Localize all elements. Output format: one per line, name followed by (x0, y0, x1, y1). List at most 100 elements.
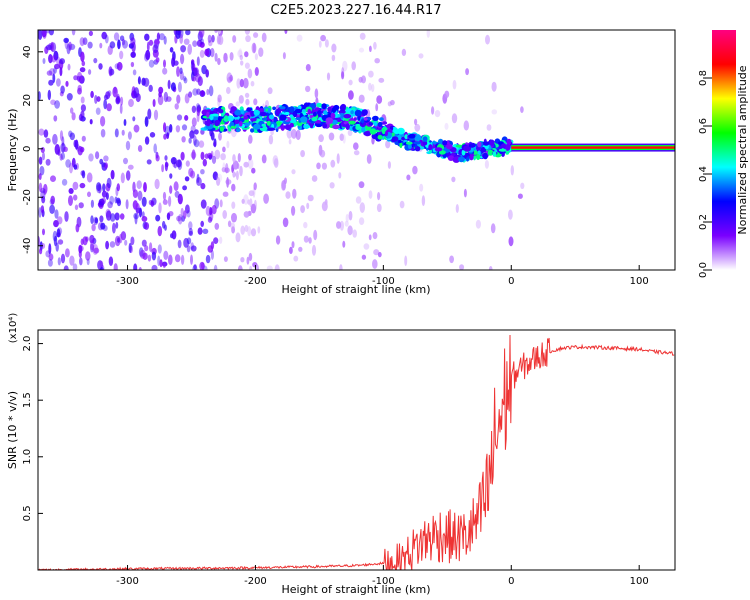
heatmap-frame (37, 29, 676, 271)
heatmap-cell (261, 117, 268, 121)
heatmap-cell (414, 134, 422, 142)
heatmap-cell (485, 34, 490, 45)
heatmap-cell (375, 103, 379, 112)
heatmap-cell (475, 154, 481, 160)
heatmap-cell (137, 145, 143, 152)
heatmap-cell (273, 117, 277, 123)
heatmap-cell (200, 38, 204, 45)
heatmap-cell (296, 34, 303, 42)
heatmap-cell (180, 151, 185, 161)
heatmap-cell (313, 229, 318, 241)
heatmap-cell (331, 43, 337, 53)
heatmap-cell (80, 96, 85, 104)
heatmap-cell (119, 35, 125, 42)
heatmap-cell (232, 171, 236, 178)
heatmap-cell (255, 264, 259, 270)
heatmap-cell (73, 164, 78, 170)
heatmap-cell (42, 152, 45, 161)
heatmap-cell (258, 47, 264, 57)
heatmap-cell (382, 121, 388, 125)
heatmap-cell (355, 196, 362, 204)
heatmap-cell (199, 261, 205, 270)
heatmap-cell (132, 116, 136, 122)
heatmap-cell (243, 194, 249, 205)
heatmap-cell (240, 60, 244, 66)
heatmap-cell (171, 230, 177, 240)
heatmap-cell (331, 54, 336, 62)
heatmap-cell (74, 204, 79, 211)
heatmap-cell (291, 205, 296, 216)
heatmap-cell (59, 130, 64, 142)
heatmap-cell (90, 215, 94, 225)
heatmap-cell (68, 188, 74, 194)
heatmap-cell (377, 251, 382, 258)
heatmap-cell (202, 228, 209, 234)
heatmap-cell (508, 236, 514, 247)
heatmap-cell (350, 110, 354, 115)
heatmap-cell (122, 40, 128, 49)
heatmap-cell (109, 241, 116, 248)
heatmap-cell (174, 190, 180, 198)
heatmap-cell (327, 106, 332, 113)
heatmap-cell (52, 230, 58, 242)
heatmap-cell (220, 153, 226, 161)
heatmap-cell (49, 204, 55, 214)
heatmap-cell (254, 53, 258, 61)
heatmap-cell (48, 79, 54, 86)
heatmap-cell (112, 222, 116, 234)
heatmap-cell (90, 243, 94, 253)
heatmap-cell (214, 222, 220, 230)
heatmap-cell (188, 91, 193, 98)
heatmap-cell (200, 182, 206, 190)
heatmap-cell (196, 107, 201, 117)
heatmap-cell (90, 90, 94, 99)
heatmap-cell (200, 199, 207, 209)
y-tick-label: 1.0 (22, 449, 33, 465)
heatmap-cell (292, 188, 297, 199)
heatmap-cell (337, 118, 342, 123)
heatmap-cell (87, 191, 91, 198)
heatmap-cell (114, 196, 118, 204)
heatmap-cell (358, 47, 365, 53)
heatmap-cell (323, 110, 328, 116)
heatmap-cell (373, 249, 380, 256)
x-tick-label: -100 (372, 276, 395, 287)
heatmap-cell (116, 61, 123, 71)
heatmap-cell (208, 40, 213, 47)
heatmap-cell (176, 159, 182, 168)
heatmap-cell (185, 204, 190, 214)
snr-panel: -300 -200 -100 0 100 0.5 1.0 1.5 2.0 Height of … (6, 313, 676, 596)
heatmap-cell (284, 111, 290, 116)
heatmap-cell (250, 203, 257, 214)
heatmap-cell (311, 244, 317, 256)
heatmap-cell (109, 68, 115, 76)
snr-y-multiplier: (x10⁴) (8, 313, 19, 344)
y-tick-label: 0.5 (22, 505, 33, 521)
heatmap-cell (193, 139, 200, 148)
heatmap-cell (353, 142, 359, 150)
heatmap-cell (338, 172, 342, 179)
heatmap-cell (444, 122, 449, 130)
heatmap-cell (218, 132, 222, 141)
heatmap-cell (230, 125, 235, 129)
heatmap-cell (95, 107, 101, 115)
heatmap-cell (175, 125, 181, 133)
heatmap-cell (80, 104, 86, 112)
snr-frame (37, 329, 676, 571)
x-tick-label: -300 (116, 576, 139, 587)
heatmap-cell (162, 191, 167, 201)
heatmap-cell (458, 156, 465, 163)
heatmap-cell (219, 236, 223, 244)
heatmap-cell (181, 136, 186, 143)
heatmap-cell (317, 110, 322, 117)
heatmap-cell (404, 255, 408, 267)
heatmap-cell (103, 94, 109, 101)
heatmap-cell (482, 141, 490, 146)
heatmap-cell (154, 39, 160, 45)
heatmap-cell (147, 108, 152, 120)
heatmap-cell (71, 30, 76, 36)
heatmap-cell (48, 243, 52, 255)
heatmap-tone-line (511, 146, 675, 149)
heatmap-cell (119, 233, 123, 244)
